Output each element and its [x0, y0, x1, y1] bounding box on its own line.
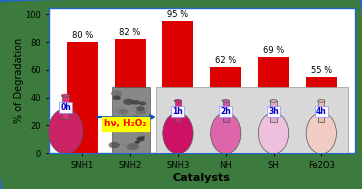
Ellipse shape — [222, 100, 230, 102]
Ellipse shape — [132, 120, 142, 126]
Ellipse shape — [126, 126, 132, 130]
Ellipse shape — [174, 100, 182, 102]
Bar — [306, 77, 337, 153]
Ellipse shape — [142, 108, 148, 111]
Text: 0h: 0h — [60, 103, 71, 112]
Ellipse shape — [211, 113, 241, 154]
Text: 3h: 3h — [268, 107, 279, 116]
Ellipse shape — [124, 144, 128, 146]
Ellipse shape — [131, 115, 140, 121]
Bar — [210, 67, 241, 153]
X-axis label: Catalysts: Catalysts — [173, 173, 231, 183]
Text: 69 %: 69 % — [263, 46, 284, 55]
Bar — [156, 87, 348, 153]
Ellipse shape — [123, 99, 134, 105]
Ellipse shape — [127, 143, 139, 150]
Ellipse shape — [136, 106, 144, 111]
Text: 95 %: 95 % — [167, 10, 189, 19]
Text: 4h: 4h — [316, 107, 327, 116]
Y-axis label: % of Degradation: % of Degradation — [14, 38, 24, 123]
Text: 82 %: 82 % — [119, 28, 141, 37]
Ellipse shape — [134, 121, 147, 129]
Ellipse shape — [136, 137, 145, 141]
Ellipse shape — [130, 123, 143, 130]
Ellipse shape — [111, 90, 122, 97]
Ellipse shape — [258, 113, 289, 154]
Bar — [318, 101, 324, 122]
Ellipse shape — [122, 115, 126, 118]
Ellipse shape — [132, 100, 140, 105]
Text: hν, H₂O₂: hν, H₂O₂ — [104, 119, 147, 129]
Ellipse shape — [127, 116, 132, 119]
Ellipse shape — [61, 94, 70, 97]
Ellipse shape — [114, 122, 121, 126]
Bar — [115, 40, 146, 153]
Ellipse shape — [306, 113, 336, 154]
Ellipse shape — [133, 126, 147, 134]
Text: 2h: 2h — [220, 107, 231, 116]
Text: 1h: 1h — [173, 107, 183, 116]
Bar — [258, 57, 289, 153]
Ellipse shape — [113, 107, 125, 114]
Ellipse shape — [48, 109, 83, 154]
Text: 80 %: 80 % — [72, 31, 93, 40]
Ellipse shape — [135, 108, 146, 115]
Ellipse shape — [115, 121, 121, 124]
Text: 62 %: 62 % — [215, 56, 236, 65]
Bar — [270, 101, 277, 122]
Ellipse shape — [270, 100, 277, 102]
Bar — [67, 42, 98, 153]
Bar — [112, 87, 150, 153]
Ellipse shape — [317, 100, 325, 102]
FancyArrowPatch shape — [97, 115, 154, 119]
Text: 55 %: 55 % — [311, 66, 332, 75]
Ellipse shape — [135, 141, 140, 144]
Ellipse shape — [139, 101, 146, 106]
Ellipse shape — [136, 106, 144, 111]
Ellipse shape — [142, 136, 145, 138]
Bar — [62, 96, 69, 119]
Bar — [175, 101, 181, 122]
Ellipse shape — [109, 142, 120, 148]
Bar — [163, 21, 193, 153]
Ellipse shape — [121, 126, 129, 131]
Ellipse shape — [163, 113, 193, 154]
Bar — [223, 101, 229, 122]
Ellipse shape — [117, 120, 121, 122]
Ellipse shape — [113, 95, 121, 100]
Ellipse shape — [119, 109, 128, 115]
Ellipse shape — [112, 123, 117, 126]
